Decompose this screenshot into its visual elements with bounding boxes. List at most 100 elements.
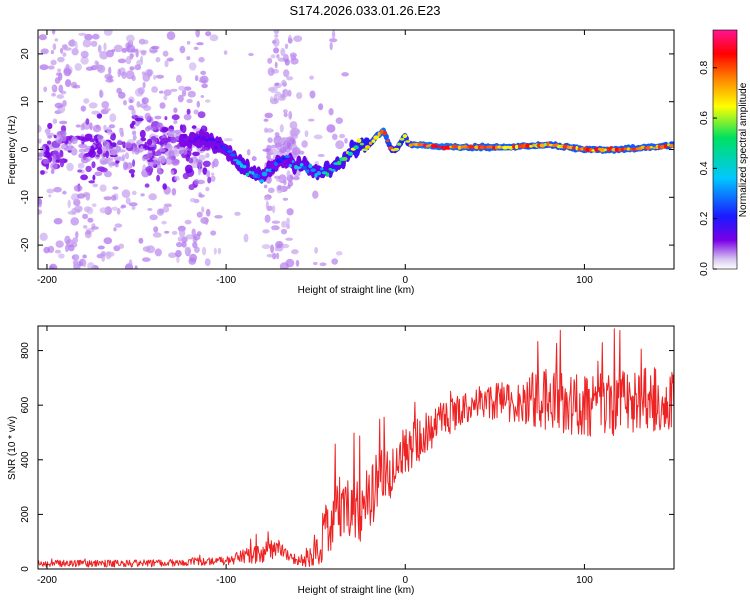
spectrogram-noise-blob xyxy=(74,261,80,265)
spectrogram-ridge-core xyxy=(477,144,481,150)
spectrogram-ridge-core xyxy=(454,145,459,149)
spectrogram-noise-blob xyxy=(43,86,48,93)
spectrogram-noise-blob xyxy=(285,258,295,268)
spectrogram-noise-blob xyxy=(120,131,124,138)
spectrogram-noise-blob xyxy=(57,56,65,63)
spectrogram-noise-blob xyxy=(137,87,145,95)
spectrogram-noise-blob xyxy=(130,173,135,178)
spectrogram-noise-blob xyxy=(88,149,96,158)
spectrogram-noise-blob xyxy=(193,109,199,115)
spectrogram-noise-blob xyxy=(82,254,87,259)
spectrogram-noise-blob xyxy=(84,33,93,41)
snr-x-tick-label: 100 xyxy=(576,575,593,586)
spectrogram-noise-blob xyxy=(131,108,136,117)
spectrogram-ridge-core xyxy=(347,151,353,156)
spectrogram-noise-blob xyxy=(154,115,162,120)
spectrogram-noise-blob xyxy=(57,139,63,144)
snr-x-tick-label: 0 xyxy=(402,575,408,586)
spectrogram-noise-blob xyxy=(116,87,122,94)
spectrogram-noise-blob xyxy=(145,69,154,77)
spectrogram-noise-blob xyxy=(175,241,183,248)
colorbar-tick-label: 0.8 xyxy=(699,60,710,74)
spectrogram-noise-blob xyxy=(275,240,284,249)
spectrogram-noise-blob xyxy=(92,33,100,40)
spectrogram-noise-blob xyxy=(171,188,177,196)
spectrogram-noise-blob xyxy=(204,258,211,267)
spectrogram-noise-blob xyxy=(248,52,254,57)
spectrogram-noise-blob xyxy=(52,154,57,162)
spectrogram-noise-blob xyxy=(162,50,169,57)
spectrogram-noise-blob xyxy=(262,229,270,234)
spectrogram-noise-blob xyxy=(196,211,203,218)
spectrogram-noise-blob xyxy=(53,186,62,193)
spectrogram-noise-blob xyxy=(205,152,210,159)
spectrogram-noise-blob xyxy=(287,37,293,44)
spectrogram-noise-blob xyxy=(274,34,279,38)
spectrogram-noise-blob xyxy=(205,208,211,217)
spectrogram-noise-blob xyxy=(267,187,275,194)
spectrogram-noise-blob xyxy=(103,30,113,36)
spectrogram-noise-blob xyxy=(274,132,280,137)
spectrogram-noise-blob xyxy=(96,64,104,72)
spectrogram-noise-blob xyxy=(118,243,125,249)
spectrogram-ridge-core xyxy=(377,132,381,137)
spectrogram-noise-blob xyxy=(86,206,94,215)
spectrogram-ridge-core xyxy=(368,141,373,145)
spectrogram-noise-blob xyxy=(262,148,271,152)
spectrogram-noise-blob xyxy=(121,71,127,80)
spectrogram-ridge-core xyxy=(314,173,318,178)
spectrogram-noise-blob xyxy=(108,158,114,168)
spectrogram-ridge-core xyxy=(284,155,290,158)
spectrogram-ridge-core xyxy=(548,143,554,147)
spectrogram-ridge-core xyxy=(221,146,228,150)
spectrogram-noise-blob xyxy=(314,247,318,254)
spectrogram-noise-blob xyxy=(196,42,204,46)
spectrogram-noise-blob xyxy=(329,38,338,43)
spectrogram-noise-blob xyxy=(163,89,172,96)
spectrogram-noise-blob xyxy=(74,40,78,50)
spectrogram-noise-blob xyxy=(286,76,294,81)
spectrogram-noise-blob xyxy=(301,140,308,148)
spectrogram-noise-blob xyxy=(134,265,138,269)
spectrogram-noise-blob xyxy=(144,112,151,121)
spectrogram-noise-blob xyxy=(126,44,136,53)
spectrogram-noise-blob xyxy=(178,85,186,91)
spectrogram-ridge-core xyxy=(299,163,304,167)
spectrogram-noise-blob xyxy=(153,226,159,233)
spectrogram-noise-blob xyxy=(105,251,115,257)
spectrogram-noise-blob xyxy=(128,202,138,207)
spectrogram-noise-blob xyxy=(100,251,107,257)
spectrogram-noise-blob xyxy=(267,137,273,144)
spectrogram-noise-blob xyxy=(177,94,184,103)
spectrogram-ridge-core xyxy=(213,146,218,150)
spectrogram-noise-blob xyxy=(277,152,283,156)
spectrogram-noise-blob xyxy=(146,138,153,146)
spectrogram-ridge-core xyxy=(474,145,479,150)
spectrogram-ridge-core xyxy=(257,174,261,179)
spectrogram-noise-blob xyxy=(60,143,69,150)
spectrogram-noise-blob xyxy=(94,60,99,66)
spectrogram-noise-blob xyxy=(286,208,294,216)
spectrogram-noise-blob xyxy=(152,232,162,238)
spectrogram-noise-blob xyxy=(167,131,176,138)
spectrogram-noise-blob xyxy=(273,47,280,54)
spectrogram-noise-blob xyxy=(99,207,108,214)
spectrogram-noise-blob xyxy=(188,257,197,265)
spectrogram-noise-blob xyxy=(206,170,211,178)
spectrogram-noise-blob xyxy=(147,208,153,211)
snr-x-tick-label: -100 xyxy=(216,575,236,586)
spectrogram-ridge-core xyxy=(265,168,269,172)
spectrogram-ridge-core xyxy=(353,145,359,150)
spectrogram-noise-blob xyxy=(202,246,207,256)
spectrogram-noise-blob xyxy=(132,159,136,167)
spectrogram-noise-blob xyxy=(69,39,76,47)
spectrogram-noise-blob xyxy=(186,40,191,45)
spectrogram-noise-blob xyxy=(195,30,200,38)
spectrogram-noise-blob xyxy=(40,170,45,175)
spectrogram-noise-blob xyxy=(62,100,67,107)
spectrogram-noise-blob xyxy=(274,82,280,86)
spectrogram-noise-blob xyxy=(341,72,349,77)
spectrogram-noise-blob xyxy=(211,172,215,176)
spectrogram-ridge-core xyxy=(669,143,674,148)
